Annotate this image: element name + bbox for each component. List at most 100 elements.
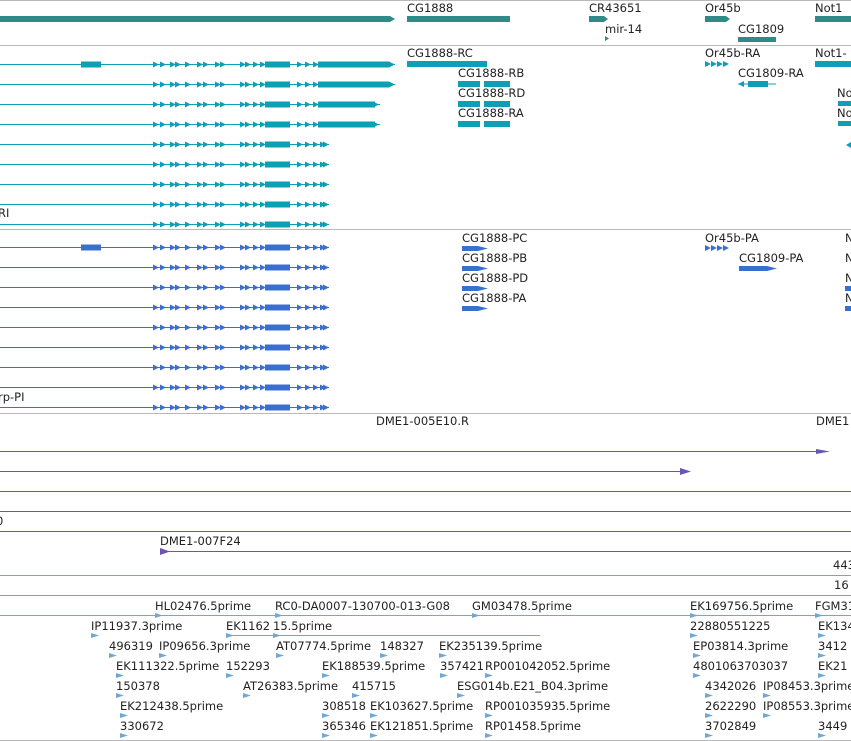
transcript-row[interactable] bbox=[0, 201, 329, 208]
gene-label[interactable]: Not1 bbox=[815, 1, 842, 15]
transcript-label[interactable]: No bbox=[837, 86, 851, 100]
est-label[interactable]: RP01458.5prime bbox=[485, 719, 581, 733]
gene-bar-mir14[interactable] bbox=[605, 36, 609, 41]
transcript-row[interactable] bbox=[0, 284, 329, 291]
transcript-label[interactable]: No bbox=[837, 106, 851, 120]
transcript-label[interactable]: CG1809-RA bbox=[738, 66, 804, 80]
est-label[interactable]: RC0-DA0007-130700-013-G08 bbox=[275, 599, 450, 613]
est-label[interactable]: EK188539.5prime bbox=[322, 659, 425, 673]
cdna-label[interactable]: 0 bbox=[0, 514, 3, 528]
est-label[interactable]: RP001035935.5prime bbox=[485, 699, 610, 713]
transcript-row[interactable] bbox=[0, 404, 329, 411]
cdna-label[interactable]: DME1-007F24 bbox=[160, 534, 241, 548]
transcript-label[interactable]: CG1888-RC bbox=[407, 46, 473, 60]
transcript-label[interactable]: N bbox=[845, 291, 851, 305]
est-label[interactable]: IP08453.3prime bbox=[763, 679, 851, 693]
transcript-label[interactable]: CG1888-RD bbox=[458, 86, 525, 100]
est-label[interactable]: 330672 bbox=[120, 719, 164, 733]
transcript-row[interactable] bbox=[0, 264, 329, 271]
transcript-row[interactable] bbox=[0, 141, 329, 148]
est-label[interactable]: 22880551225 bbox=[690, 619, 770, 633]
transcript-row[interactable] bbox=[0, 244, 329, 251]
protein-bars-cg1888[interactable] bbox=[462, 246, 488, 311]
transcript-label[interactable]: N bbox=[845, 251, 851, 265]
transcript-row[interactable] bbox=[0, 121, 380, 128]
est-label[interactable]: 2622290 bbox=[705, 699, 756, 713]
gene-label[interactable]: mir-14 bbox=[605, 22, 642, 36]
transcript-label[interactable]: N bbox=[845, 231, 851, 245]
est-label[interactable]: EK121851.5prime bbox=[370, 719, 473, 733]
est-label[interactable]: 3702849 bbox=[705, 719, 756, 733]
est-label[interactable]: 4801063703037 bbox=[693, 659, 788, 673]
transcript-bar[interactable] bbox=[838, 121, 851, 126]
est-label[interactable]: FGM31 bbox=[815, 599, 851, 613]
est-label[interactable]: EK103627.5prime bbox=[370, 699, 473, 713]
transcript-label[interactable]: CG1809-PA bbox=[739, 251, 804, 265]
transcript-row[interactable] bbox=[0, 161, 329, 168]
est-label[interactable]: EK235139.5prime bbox=[439, 639, 542, 653]
est-label[interactable]: RP001042052.5prime bbox=[485, 659, 610, 673]
transcript-row[interactable] bbox=[0, 81, 395, 88]
transcript-label[interactable]: rp-PI bbox=[0, 390, 25, 404]
est-label[interactable]: 150378 bbox=[116, 679, 160, 693]
est-label[interactable]: EK1162 bbox=[226, 619, 270, 633]
transcript-label[interactable]: CG1888-RA bbox=[458, 106, 524, 120]
transcript-label[interactable]: CG1888-PB bbox=[462, 251, 527, 265]
est-label[interactable]: 308518 bbox=[322, 699, 366, 713]
gene-label[interactable]: Or45b bbox=[705, 1, 741, 15]
gene-bar-not1[interactable] bbox=[815, 16, 851, 22]
transcript-row[interactable] bbox=[0, 384, 329, 391]
est-label[interactable]: 3449 bbox=[818, 719, 847, 733]
transcript-label[interactable]: N bbox=[845, 271, 851, 285]
transcript-bar[interactable] bbox=[748, 81, 768, 87]
transcript-label[interactable]: CG1888-PD bbox=[462, 271, 528, 285]
est-label[interactable]: EK169756.5prime bbox=[690, 599, 793, 613]
gene-label[interactable]: CR43651 bbox=[589, 1, 642, 15]
est-label[interactable]: GM03478.5prime bbox=[472, 599, 572, 613]
est-label[interactable]: EP03814.3prime bbox=[693, 639, 788, 653]
est-label[interactable]: HL02476.5prime bbox=[155, 599, 251, 613]
transcript-row[interactable] bbox=[0, 221, 329, 228]
est-label[interactable]: 365346 bbox=[322, 719, 366, 733]
transcript-label[interactable]: Or45b-RA bbox=[705, 46, 760, 60]
transcript-row[interactable] bbox=[0, 304, 329, 311]
transcript-label[interactable]: CG1888-PA bbox=[462, 291, 527, 305]
protein-bar[interactable] bbox=[845, 286, 851, 291]
transcript-label[interactable]: CG1888-PC bbox=[462, 231, 527, 245]
transcript-label[interactable]: RI bbox=[0, 206, 9, 220]
transcript-bar[interactable] bbox=[815, 61, 851, 67]
transcript-row[interactable] bbox=[0, 101, 380, 108]
est-label[interactable]: 415715 bbox=[352, 679, 396, 693]
est-label[interactable]: EK111322.5prime bbox=[116, 659, 219, 673]
est-label[interactable]: 15.5prime bbox=[273, 619, 332, 633]
transcript-bar[interactable] bbox=[458, 81, 480, 87]
gene-label[interactable]: CG1809 bbox=[738, 22, 784, 36]
est-label[interactable]: IP08553.3prime bbox=[763, 699, 851, 713]
est-label[interactable]: AT26383.5prime bbox=[243, 679, 338, 693]
transcript-or45b-ra[interactable] bbox=[705, 61, 729, 67]
est-label[interactable]: ESG014b.E21_B04.3prime bbox=[457, 679, 608, 693]
protein-or45b-pa[interactable] bbox=[705, 245, 729, 251]
transcript-bar[interactable] bbox=[458, 121, 480, 127]
est-label[interactable]: EK212438.5prime bbox=[120, 699, 223, 713]
transcript-row[interactable] bbox=[0, 344, 329, 351]
est-label[interactable]: AT07774.5prime bbox=[276, 639, 371, 653]
transcript-label[interactable]: Or45b-PA bbox=[705, 231, 759, 245]
est-label[interactable]: EK21 bbox=[818, 659, 847, 673]
transcript-bar[interactable] bbox=[484, 121, 510, 127]
gene-bar-cr43651[interactable] bbox=[589, 16, 608, 22]
est-label[interactable]: 152293 bbox=[226, 659, 270, 673]
transcript-row[interactable] bbox=[0, 364, 329, 371]
est-label[interactable]: 443 bbox=[833, 558, 851, 572]
est-label[interactable]: 4342026 bbox=[705, 679, 756, 693]
est-label[interactable]: 148327 bbox=[380, 639, 424, 653]
transcript-bar[interactable] bbox=[838, 101, 851, 106]
transcript-label[interactable]: CG1888-RB bbox=[458, 66, 524, 80]
transcript-bar[interactable] bbox=[484, 101, 510, 107]
est-label[interactable]: 496319 bbox=[109, 639, 153, 653]
protein-bar[interactable] bbox=[845, 306, 851, 311]
est-label[interactable]: 16 bbox=[834, 578, 849, 592]
